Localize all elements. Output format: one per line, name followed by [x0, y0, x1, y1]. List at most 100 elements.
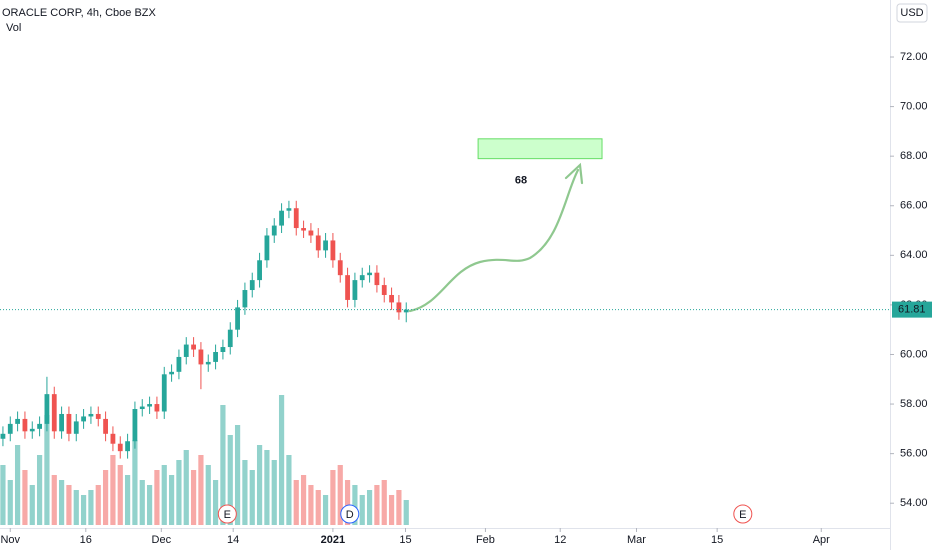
- target-label: 68: [515, 175, 527, 187]
- candle-body: [117, 443, 123, 452]
- y-tick-label: 60.00: [900, 348, 928, 360]
- candle-body: [235, 307, 240, 330]
- volume-bar: [234, 425, 241, 525]
- volume-bar: [66, 485, 72, 525]
- candle-body: [381, 285, 387, 295]
- volume-bar: [154, 470, 160, 525]
- plot-area: [0, 200, 409, 525]
- candle-body: [220, 347, 226, 352]
- volume-bar: [44, 415, 50, 525]
- volume-bar: [198, 455, 204, 525]
- x-tick-label: 12: [554, 534, 566, 546]
- x-tick-label: 15: [711, 534, 723, 546]
- volume-bar: [58, 480, 65, 525]
- volume-bar: [286, 455, 292, 525]
- volume-bar: [117, 465, 123, 525]
- last-price-tag: [892, 301, 932, 318]
- candle-body: [242, 290, 248, 308]
- candle-body: [191, 344, 196, 350]
- volume-bar: [36, 455, 43, 525]
- candle-body: [213, 352, 218, 362]
- event-label[interactable]: E: [739, 509, 746, 521]
- y-tick-label: 70.00: [900, 100, 928, 112]
- candle-body: [403, 309, 409, 313]
- volume-bar: [102, 470, 109, 525]
- x-tick-label: 15: [399, 534, 411, 546]
- candle-body: [286, 208, 292, 211]
- volume-bar: [278, 395, 285, 525]
- candle-body: [81, 416, 86, 422]
- y-tick-label: 72.00: [900, 51, 928, 63]
- event-label[interactable]: E: [224, 509, 231, 521]
- event-label[interactable]: D: [346, 509, 354, 521]
- volume-bar: [220, 405, 226, 525]
- candle-body: [227, 329, 233, 348]
- volume-bar: [139, 480, 145, 525]
- volume-bar: [161, 465, 167, 525]
- volume-bar: [330, 470, 336, 525]
- candle-body: [0, 433, 6, 439]
- volume-bar: [344, 480, 351, 525]
- candle-body: [110, 433, 116, 444]
- volume-bar: [308, 485, 314, 525]
- candle-body: [359, 275, 365, 281]
- x-tick-label: Nov: [0, 534, 20, 546]
- volume-bar: [271, 460, 277, 525]
- currency-label[interactable]: USD: [900, 7, 923, 19]
- x-tick-label: 14: [227, 534, 239, 546]
- candle-body: [264, 235, 270, 261]
- volume-bar: [88, 490, 94, 525]
- y-tick-label: 56.00: [900, 448, 928, 460]
- candle-body: [147, 404, 152, 407]
- volume-bar: [183, 450, 189, 525]
- event-marker[interactable]: [733, 504, 753, 524]
- candle-body: [293, 208, 299, 229]
- candle-body: [396, 302, 402, 313]
- candle-body: [37, 423, 42, 429]
- volume-bar: [366, 490, 373, 525]
- candle-body: [176, 356, 182, 372]
- candle-body: [15, 418, 20, 424]
- volume-bar: [190, 470, 197, 525]
- volume-bar: [7, 480, 13, 525]
- x-tick-label: Feb: [476, 534, 495, 546]
- candle-body: [88, 413, 94, 417]
- volume-bar: [300, 475, 307, 525]
- event-marker[interactable]: [340, 504, 360, 524]
- y-tick-label: 58.00: [900, 398, 928, 410]
- volume-bar: [0, 465, 6, 525]
- candle-body: [352, 280, 358, 300]
- volume-bar: [14, 445, 21, 525]
- volume-bar: [256, 445, 263, 525]
- volume-bar: [359, 495, 365, 525]
- volume-bar: [381, 480, 387, 525]
- volume-bar: [249, 470, 255, 525]
- y-tick-label: 66.00: [900, 200, 928, 212]
- candle-body: [73, 421, 79, 434]
- candle-body: [183, 344, 189, 357]
- event-marker[interactable]: [217, 504, 237, 524]
- candle-body: [161, 374, 167, 412]
- currency-box[interactable]: [896, 3, 928, 23]
- candle-body: [132, 409, 138, 442]
- volume-bar: [176, 460, 182, 525]
- y-tick-label: 64.00: [900, 249, 928, 261]
- y-tick-label: 54.00: [900, 497, 928, 509]
- candle-body: [271, 225, 277, 236]
- candle-body: [103, 418, 108, 434]
- volume-bar: [95, 485, 101, 525]
- candle-body: [125, 441, 130, 452]
- volume-bar: [205, 465, 211, 525]
- candle-body: [7, 423, 13, 434]
- volume-bar: [73, 490, 79, 525]
- x-tick-label: 2021: [321, 534, 345, 546]
- volume-bar: [322, 495, 329, 525]
- volume-bar: [396, 490, 402, 525]
- y-tick-label: 68.00: [900, 150, 928, 162]
- candle-body: [389, 294, 394, 303]
- volume-bar: [22, 470, 28, 525]
- candle-body: [345, 275, 350, 300]
- candle-body: [66, 413, 72, 434]
